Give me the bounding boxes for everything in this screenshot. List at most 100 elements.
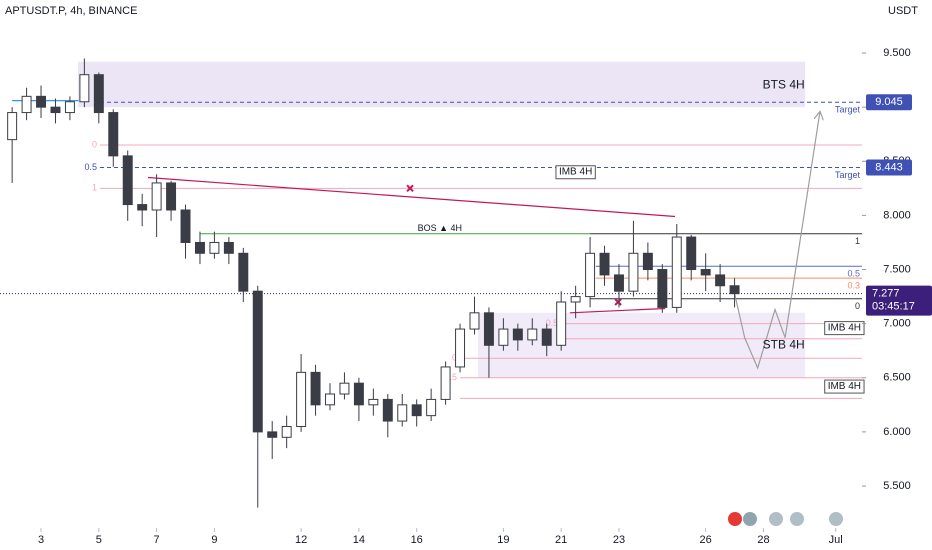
annotation-box <box>824 321 865 336</box>
candle-body <box>411 404 422 417</box>
level-label: 0.5 <box>546 318 559 328</box>
candle-body <box>512 328 523 341</box>
candle-body <box>397 404 408 422</box>
candle-body <box>79 74 90 103</box>
candle-body <box>166 182 177 211</box>
level-label: 0 <box>452 353 457 363</box>
x-tick-label: Jul <box>829 534 843 546</box>
candle-body <box>686 236 697 271</box>
candle-body <box>310 371 321 406</box>
candle-body <box>122 155 133 206</box>
candle-body <box>700 269 711 276</box>
candle-body <box>527 328 538 341</box>
x-tick-label: 21 <box>555 534 567 546</box>
event-icon <box>743 512 757 526</box>
level-label: Target <box>835 105 861 115</box>
level-label: 0.5 <box>847 269 860 279</box>
x-tick-label: 23 <box>613 534 625 546</box>
candle-body <box>50 106 61 114</box>
level-label: 0 <box>92 139 97 149</box>
event-icon <box>769 512 783 526</box>
candle-body <box>281 425 292 438</box>
x-tick-label: 16 <box>411 534 423 546</box>
candle-body <box>238 252 249 292</box>
zone <box>78 61 806 108</box>
countdown-label: 03:45:17 <box>872 301 915 313</box>
annotation: BTS 4H <box>763 78 805 92</box>
level-label: 0.5 <box>445 372 458 382</box>
candle-body <box>440 366 451 400</box>
candle-body <box>7 112 18 141</box>
candle-body <box>642 252 653 271</box>
axis-unit: USDT <box>888 5 918 17</box>
candle-body <box>194 241 205 254</box>
candle-body <box>541 328 552 346</box>
cross-marker <box>614 298 622 306</box>
price-tag <box>866 94 912 111</box>
event-icons <box>728 512 843 526</box>
last-price-label: 7.277 <box>872 288 900 300</box>
level-label: 1 <box>855 236 860 246</box>
candle-body <box>715 274 726 287</box>
candle-body <box>729 285 740 295</box>
candle-body <box>209 241 220 254</box>
candle-body <box>151 182 162 211</box>
candle-body <box>628 252 639 292</box>
candle-body <box>498 328 509 346</box>
x-tick-label: 7 <box>154 534 160 546</box>
candle-body <box>21 95 32 114</box>
x-tick-label: 19 <box>497 534 509 546</box>
candle-body <box>223 241 234 254</box>
x-tick-label: 14 <box>353 534 365 546</box>
candle-body <box>93 74 104 114</box>
y-tick-label: 5.500 <box>883 480 911 492</box>
annotation: IMB 4H <box>828 323 861 334</box>
x-tick-label: 26 <box>700 534 712 546</box>
candle-body <box>353 382 364 406</box>
candle-body <box>585 252 596 298</box>
price-tag <box>866 159 912 176</box>
x-tick-label: 5 <box>96 534 102 546</box>
y-tick-label: 6.500 <box>883 372 911 384</box>
x-tick-label: 28 <box>757 534 769 546</box>
annotation-box <box>824 379 865 394</box>
annotation-box <box>555 165 596 180</box>
candle-body <box>469 312 480 330</box>
price-tag-label: 8.443 <box>875 161 903 173</box>
zone <box>477 312 806 378</box>
candle-body <box>671 236 682 308</box>
candle-body <box>64 101 75 114</box>
y-tick-label: 7.000 <box>883 318 911 330</box>
trendline <box>569 307 666 314</box>
level-label: 0 <box>855 301 860 311</box>
cross-marker <box>406 184 414 193</box>
candle-body <box>657 269 668 308</box>
level-label: 0.3 <box>847 281 860 291</box>
annotation: IMB 4H <box>828 381 861 392</box>
plot-area: Target 0 0.5 Target 1 1 0.5 0.3 0 0.5 0 0.5 BTS 4H IM… <box>0 58 865 508</box>
candle-body <box>36 95 47 108</box>
event-icon <box>728 512 742 526</box>
x-tick-label: 3 <box>38 534 44 546</box>
y-tick-label: 6.000 <box>883 426 911 438</box>
candle-body <box>339 382 350 395</box>
x-tick-label: 12 <box>295 534 307 546</box>
candle-body <box>483 312 494 346</box>
candle-body <box>368 398 379 406</box>
candle-body <box>613 274 624 292</box>
y-tick-label: 7.500 <box>883 263 911 275</box>
candle-body <box>382 398 393 422</box>
candle-body <box>599 252 610 276</box>
trendline <box>147 176 676 218</box>
candle-body <box>137 204 148 211</box>
annotation: BOS ▲ 4H <box>418 223 462 233</box>
chart-title: APTUSDT.P, 4h, BINANCE <box>5 5 137 17</box>
y-tick-label: 8.000 <box>883 209 911 221</box>
level-label: 1 <box>92 183 97 193</box>
candle-body <box>455 328 466 368</box>
candle-body <box>426 398 437 417</box>
y-tick-label: 9.500 <box>883 47 911 59</box>
candle-body <box>556 301 567 346</box>
last-price-tag <box>866 285 932 316</box>
